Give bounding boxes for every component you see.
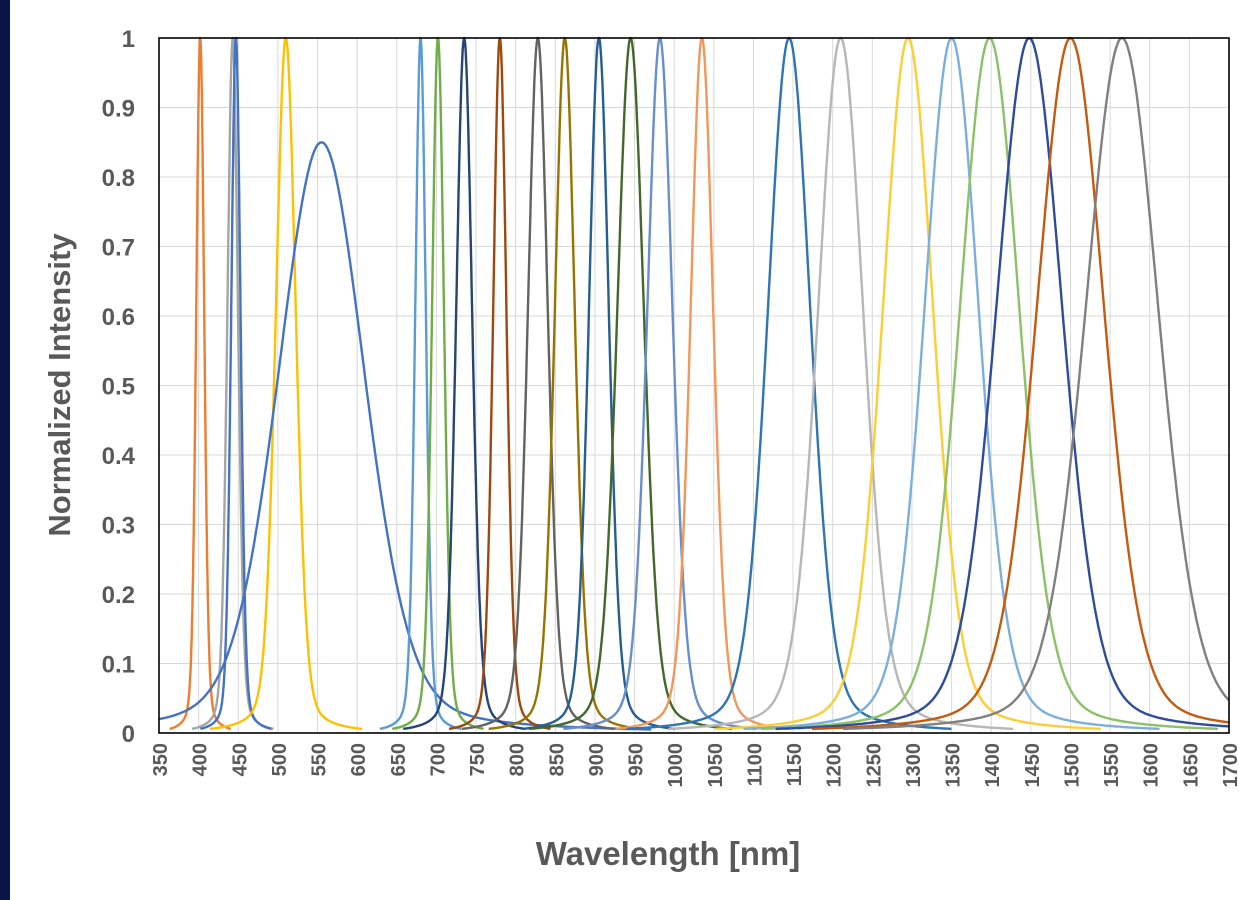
series-line-18 — [715, 36, 1101, 731]
x-tick-label: 1250 — [863, 743, 885, 788]
x-tick-label: 1100 — [744, 743, 766, 786]
x-tick-label: 900 — [586, 743, 608, 776]
x-tick-label: 1300 — [903, 743, 925, 788]
series-line-10 — [461, 36, 615, 731]
y-tick-label: 0.2 — [102, 582, 135, 609]
x-tick-label: 1650 — [1180, 743, 1202, 788]
y-axis-label: Normalized Intensity — [42, 233, 77, 537]
series-line-5 — [158, 141, 652, 731]
x-tick-label: 1600 — [1141, 743, 1163, 788]
x-tick-label: 1450 — [1022, 743, 1044, 788]
x-tick-label: 650 — [388, 743, 410, 776]
series-line-6 — [379, 36, 462, 731]
x-tick-label: 1200 — [824, 743, 846, 788]
x-tick-label: 1000 — [665, 743, 687, 788]
x-tick-label: 1150 — [784, 743, 806, 786]
x-tick-label: 350 — [150, 743, 172, 776]
plot-border — [158, 37, 1230, 734]
y-tick-labels: 0 0.1 0.2 0.3 0.4 0.5 0.6 0.7 0.8 0.9 1 — [102, 26, 136, 748]
x-tick-label: 1700 — [1220, 743, 1239, 788]
x-tick-label: 1050 — [705, 743, 727, 788]
chart-svg: 0 0.1 0.2 0.3 0.4 0.5 0.6 0.7 0.8 0.9 1 350 400 450 5… — [42, 26, 1239, 872]
x-tick-label: 1400 — [982, 743, 1004, 788]
y-tick-label: 0.4 — [102, 443, 136, 470]
x-tick-label: 1350 — [943, 743, 965, 788]
series-line-15 — [615, 36, 789, 731]
x-tick-label: 550 — [309, 743, 331, 776]
x-tick-labels: 350 400 450 500 550 600 650 700 750 800 850 900 950 1… — [150, 743, 1239, 788]
y-tick-label: 1 — [122, 26, 135, 53]
x-tick-label: 950 — [626, 743, 648, 776]
x-tick-label: 450 — [229, 743, 251, 776]
x-tick-label: 750 — [467, 743, 489, 776]
y-tick-label: 0.8 — [102, 165, 135, 192]
y-tick-label: 0.1 — [102, 652, 135, 679]
series-line-22 — [811, 36, 1230, 731]
series-group — [158, 36, 1230, 731]
series-line-23 — [842, 36, 1230, 731]
chart-frame: 0 0.1 0.2 0.3 0.4 0.5 0.6 0.7 0.8 0.9 1 350 400 450 5… — [10, 0, 1239, 900]
y-tick-label: 0.9 — [102, 96, 135, 123]
x-tick-label: 500 — [269, 743, 291, 776]
x-tick-label: 800 — [507, 743, 529, 776]
x-tick-label: 1550 — [1101, 743, 1123, 788]
y-tick-label: 0 — [122, 721, 135, 748]
x-tick-label: 600 — [348, 743, 370, 776]
y-tick-label: 0.3 — [102, 513, 135, 540]
y-tick-label: 0.5 — [102, 374, 135, 401]
x-tick-label: 850 — [546, 743, 568, 776]
x-tick-label: 400 — [190, 743, 212, 776]
y-tick-label: 0.7 — [102, 235, 135, 262]
x-tick-label: 1500 — [1061, 743, 1083, 788]
series-line-9 — [448, 36, 552, 731]
y-tick-label: 0.6 — [102, 304, 135, 331]
x-axis-label: Wavelength [nm] — [536, 835, 801, 872]
series-line-21 — [775, 37, 1230, 731]
series-line-11 — [488, 36, 642, 731]
x-tick-label: 700 — [427, 743, 449, 776]
